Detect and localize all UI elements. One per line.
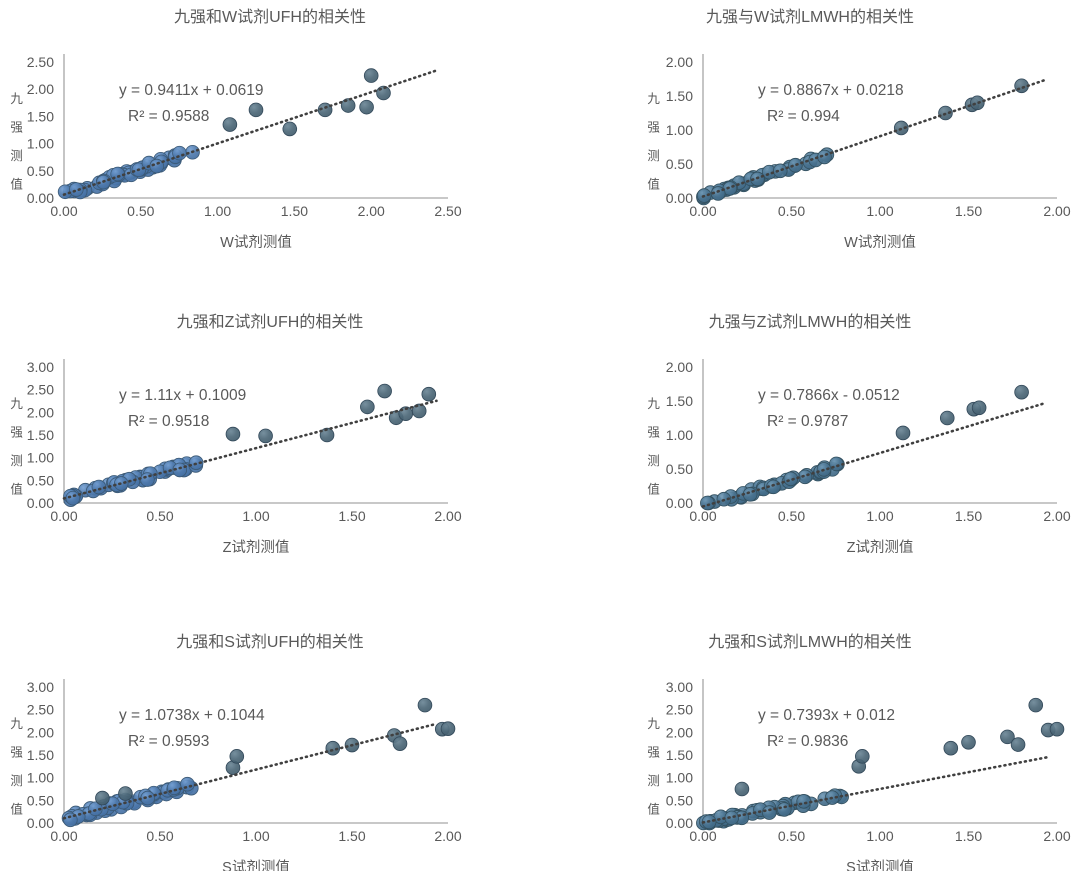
svg-text:2.00: 2.00 — [27, 404, 54, 420]
svg-text:0.00: 0.00 — [689, 203, 716, 219]
svg-text:0.00: 0.00 — [689, 508, 716, 524]
svg-text:0.50: 0.50 — [666, 792, 693, 808]
svg-text:0.00: 0.00 — [50, 203, 77, 219]
svg-text:0.00: 0.00 — [27, 190, 54, 206]
svg-text:1.00: 1.00 — [866, 203, 893, 219]
svg-text:1.00: 1.00 — [27, 450, 54, 466]
svg-text:1.00: 1.00 — [242, 508, 269, 524]
svg-text:1.50: 1.50 — [666, 747, 693, 763]
svg-text:0.50: 0.50 — [27, 792, 54, 808]
svg-text:1.50: 1.50 — [955, 828, 982, 844]
svg-text:2.50: 2.50 — [27, 54, 54, 70]
svg-text:0.00: 0.00 — [27, 815, 54, 831]
svg-text:1.00: 1.00 — [866, 508, 893, 524]
svg-text:0.00: 0.00 — [666, 190, 693, 206]
svg-text:0.50: 0.50 — [666, 156, 693, 172]
svg-text:2.00: 2.00 — [1043, 203, 1070, 219]
svg-text:0.00: 0.00 — [27, 495, 54, 511]
svg-text:0.00: 0.00 — [666, 495, 693, 511]
svg-text:2.00: 2.00 — [1043, 828, 1070, 844]
svg-text:2.50: 2.50 — [434, 203, 461, 219]
svg-text:3.00: 3.00 — [27, 359, 54, 375]
svg-text:1.50: 1.50 — [666, 88, 693, 104]
svg-text:1.50: 1.50 — [338, 828, 365, 844]
svg-text:0.50: 0.50 — [27, 163, 54, 179]
svg-text:0.50: 0.50 — [146, 828, 173, 844]
svg-text:0.00: 0.00 — [50, 828, 77, 844]
svg-text:1.50: 1.50 — [955, 508, 982, 524]
svg-text:0.00: 0.00 — [689, 828, 716, 844]
svg-text:1.50: 1.50 — [955, 203, 982, 219]
svg-text:1.50: 1.50 — [27, 427, 54, 443]
svg-text:0.50: 0.50 — [146, 508, 173, 524]
svg-text:1.00: 1.00 — [242, 828, 269, 844]
svg-text:3.00: 3.00 — [27, 679, 54, 695]
svg-text:1.00: 1.00 — [666, 770, 693, 786]
svg-text:0.50: 0.50 — [778, 508, 805, 524]
svg-text:1.00: 1.00 — [27, 770, 54, 786]
svg-text:1.50: 1.50 — [281, 203, 308, 219]
svg-text:0.50: 0.50 — [127, 203, 154, 219]
svg-text:1.00: 1.00 — [666, 427, 693, 443]
svg-text:2.50: 2.50 — [666, 702, 693, 718]
svg-text:1.00: 1.00 — [666, 122, 693, 138]
svg-text:2.00: 2.00 — [27, 81, 54, 97]
svg-text:2.00: 2.00 — [666, 724, 693, 740]
svg-text:0.50: 0.50 — [666, 461, 693, 477]
svg-text:1.50: 1.50 — [338, 508, 365, 524]
svg-text:3.00: 3.00 — [666, 679, 693, 695]
svg-text:2.00: 2.00 — [666, 359, 693, 375]
svg-text:2.00: 2.00 — [1043, 508, 1070, 524]
svg-text:1.00: 1.00 — [27, 136, 54, 152]
svg-text:1.00: 1.00 — [866, 828, 893, 844]
svg-text:2.50: 2.50 — [27, 382, 54, 398]
svg-text:0.50: 0.50 — [778, 203, 805, 219]
svg-text:0.50: 0.50 — [778, 828, 805, 844]
svg-text:2.50: 2.50 — [27, 702, 54, 718]
svg-text:2.00: 2.00 — [358, 203, 385, 219]
svg-text:1.50: 1.50 — [27, 108, 54, 124]
svg-text:1.00: 1.00 — [204, 203, 231, 219]
svg-text:2.00: 2.00 — [666, 54, 693, 70]
svg-text:0.00: 0.00 — [50, 508, 77, 524]
svg-text:0.50: 0.50 — [27, 472, 54, 488]
svg-text:1.50: 1.50 — [27, 747, 54, 763]
svg-text:2.00: 2.00 — [27, 724, 54, 740]
svg-text:1.50: 1.50 — [666, 393, 693, 409]
svg-text:2.00: 2.00 — [434, 828, 461, 844]
svg-text:0.00: 0.00 — [666, 815, 693, 831]
svg-text:2.00: 2.00 — [434, 508, 461, 524]
